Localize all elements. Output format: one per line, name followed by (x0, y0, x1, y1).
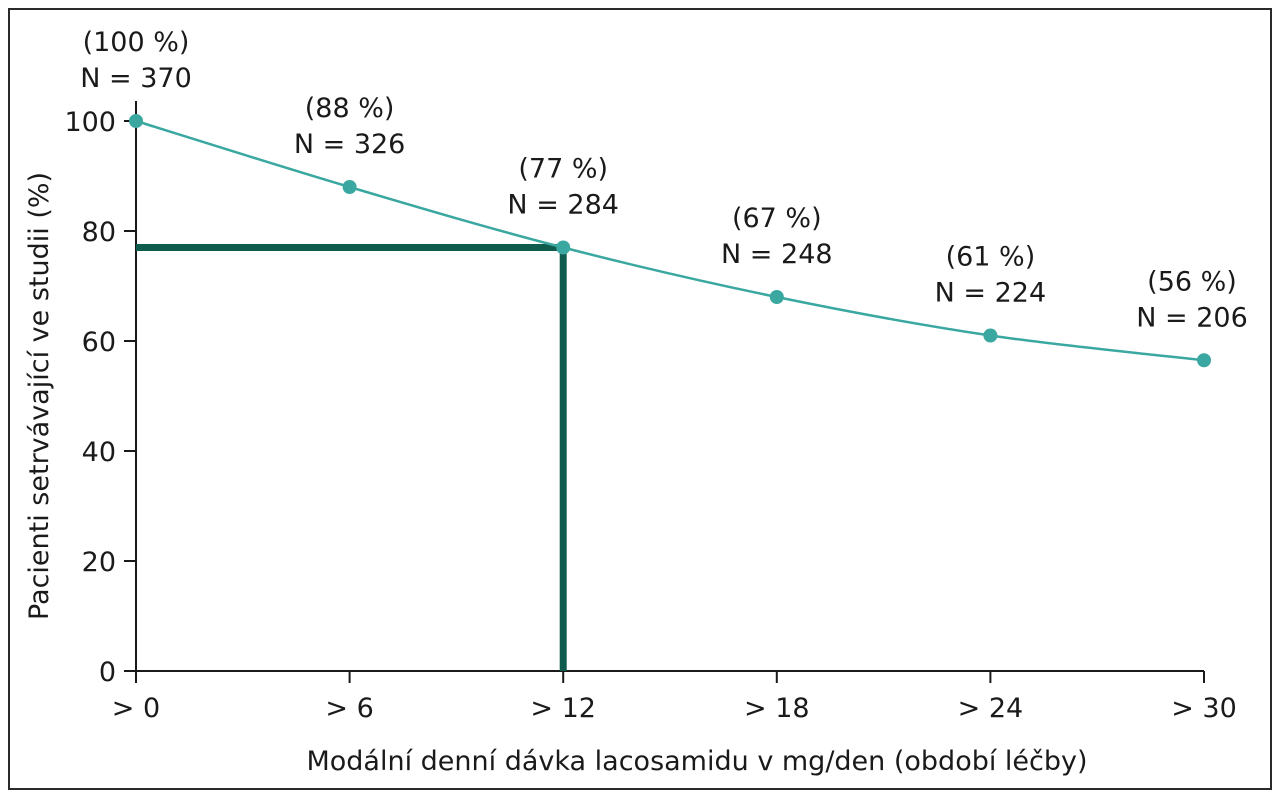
data-point (342, 180, 357, 194)
y-tick-label: 80 (82, 217, 116, 248)
y-axis-title: Pacienti setrvávající ve studii (%) (24, 172, 55, 620)
data-label-n: N = 224 (935, 278, 1047, 309)
series-line (135, 119, 1205, 362)
data-label-percent: (77 %) (518, 154, 608, 185)
series (129, 114, 1211, 368)
data-point (129, 114, 143, 128)
y-tick-label: 60 (82, 327, 116, 358)
data-label-percent: (88 %) (305, 93, 395, 124)
data-label-n: N = 370 (80, 63, 192, 94)
data-label-n: N = 326 (294, 129, 406, 160)
x-tick-label: > 24 (958, 693, 1024, 724)
data-point (983, 328, 998, 343)
data-point (769, 290, 784, 304)
chart-frame (8, 8, 1272, 790)
data-label-n: N = 284 (507, 190, 619, 221)
data-label-n: N = 248 (721, 239, 833, 270)
x-tick-label: > 18 (744, 693, 810, 724)
x-axis-title: Modální denní dávka lacosamidu v mg/den … (306, 746, 1087, 777)
highlight-lines (136, 244, 567, 671)
y-tick-label: 20 (82, 547, 116, 578)
data-label-percent: (61 %) (946, 242, 1036, 273)
data-label-percent: (100 %) (83, 27, 190, 58)
data-label-percent: (67 %) (732, 203, 822, 234)
axes (135, 101, 1204, 672)
y-tick-label: 40 (82, 437, 116, 468)
data-point (1197, 353, 1211, 368)
y-tick-label: 0 (99, 657, 116, 688)
x-tick-label: > 12 (530, 693, 596, 724)
data-labels: N = 370 (100 %) N = 326 (88 %) N = 284 (77 %)… (80, 27, 1248, 333)
ticks: 0 20 40 60 80 100 > 0 > 6 > 12 > 18 > 24 > 30 (64, 107, 1236, 724)
data-label-n: N = 206 (1136, 302, 1248, 333)
x-tick-label: > 6 (325, 693, 373, 724)
x-tick-label: > 0 (112, 693, 160, 724)
data-point (556, 240, 571, 255)
x-tick-label: > 30 (1171, 693, 1237, 724)
data-label-percent: (56 %) (1147, 266, 1237, 297)
y-tick-label: 100 (64, 107, 116, 138)
